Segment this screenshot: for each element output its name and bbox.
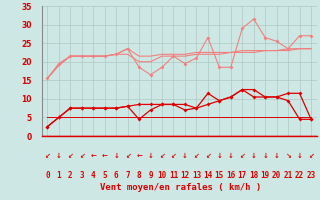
- Text: ↓: ↓: [274, 153, 280, 159]
- Text: ↙: ↙: [194, 153, 199, 159]
- Text: ↓: ↓: [148, 153, 154, 159]
- Text: 20: 20: [272, 171, 281, 180]
- Text: Vent moyen/en rafales ( km/h ): Vent moyen/en rafales ( km/h ): [100, 183, 261, 192]
- Text: ↓: ↓: [56, 153, 62, 159]
- Text: 6: 6: [114, 171, 118, 180]
- Text: ↓: ↓: [113, 153, 119, 159]
- Text: 23: 23: [307, 171, 316, 180]
- Text: 15: 15: [215, 171, 224, 180]
- Text: ↙: ↙: [159, 153, 165, 159]
- Text: 19: 19: [260, 171, 270, 180]
- Text: 22: 22: [295, 171, 304, 180]
- Text: 18: 18: [249, 171, 258, 180]
- Text: ←: ←: [136, 153, 142, 159]
- Text: ↓: ↓: [216, 153, 222, 159]
- Text: 13: 13: [192, 171, 201, 180]
- Text: ←: ←: [90, 153, 96, 159]
- Text: 4: 4: [91, 171, 95, 180]
- Text: 0: 0: [45, 171, 50, 180]
- Text: 7: 7: [125, 171, 130, 180]
- Text: 11: 11: [169, 171, 178, 180]
- Text: ↙: ↙: [171, 153, 176, 159]
- Text: ↙: ↙: [67, 153, 73, 159]
- Text: ↙: ↙: [308, 153, 314, 159]
- Text: 8: 8: [137, 171, 141, 180]
- Text: 16: 16: [226, 171, 236, 180]
- Text: 3: 3: [79, 171, 84, 180]
- Text: ↙: ↙: [44, 153, 50, 159]
- Text: ↘: ↘: [285, 153, 291, 159]
- Text: 9: 9: [148, 171, 153, 180]
- Text: 10: 10: [157, 171, 167, 180]
- Text: 1: 1: [57, 171, 61, 180]
- Text: 17: 17: [238, 171, 247, 180]
- Text: ↙: ↙: [239, 153, 245, 159]
- Text: ↓: ↓: [182, 153, 188, 159]
- Text: ↓: ↓: [228, 153, 234, 159]
- Text: 2: 2: [68, 171, 73, 180]
- Text: ↙: ↙: [79, 153, 85, 159]
- Text: 5: 5: [102, 171, 107, 180]
- Text: ↓: ↓: [297, 153, 302, 159]
- Text: 12: 12: [180, 171, 189, 180]
- Text: ↙: ↙: [205, 153, 211, 159]
- Text: ←: ←: [102, 153, 108, 159]
- Text: 21: 21: [284, 171, 293, 180]
- Text: 14: 14: [203, 171, 212, 180]
- Text: ↓: ↓: [251, 153, 257, 159]
- Text: ↓: ↓: [262, 153, 268, 159]
- Text: ↙: ↙: [125, 153, 131, 159]
